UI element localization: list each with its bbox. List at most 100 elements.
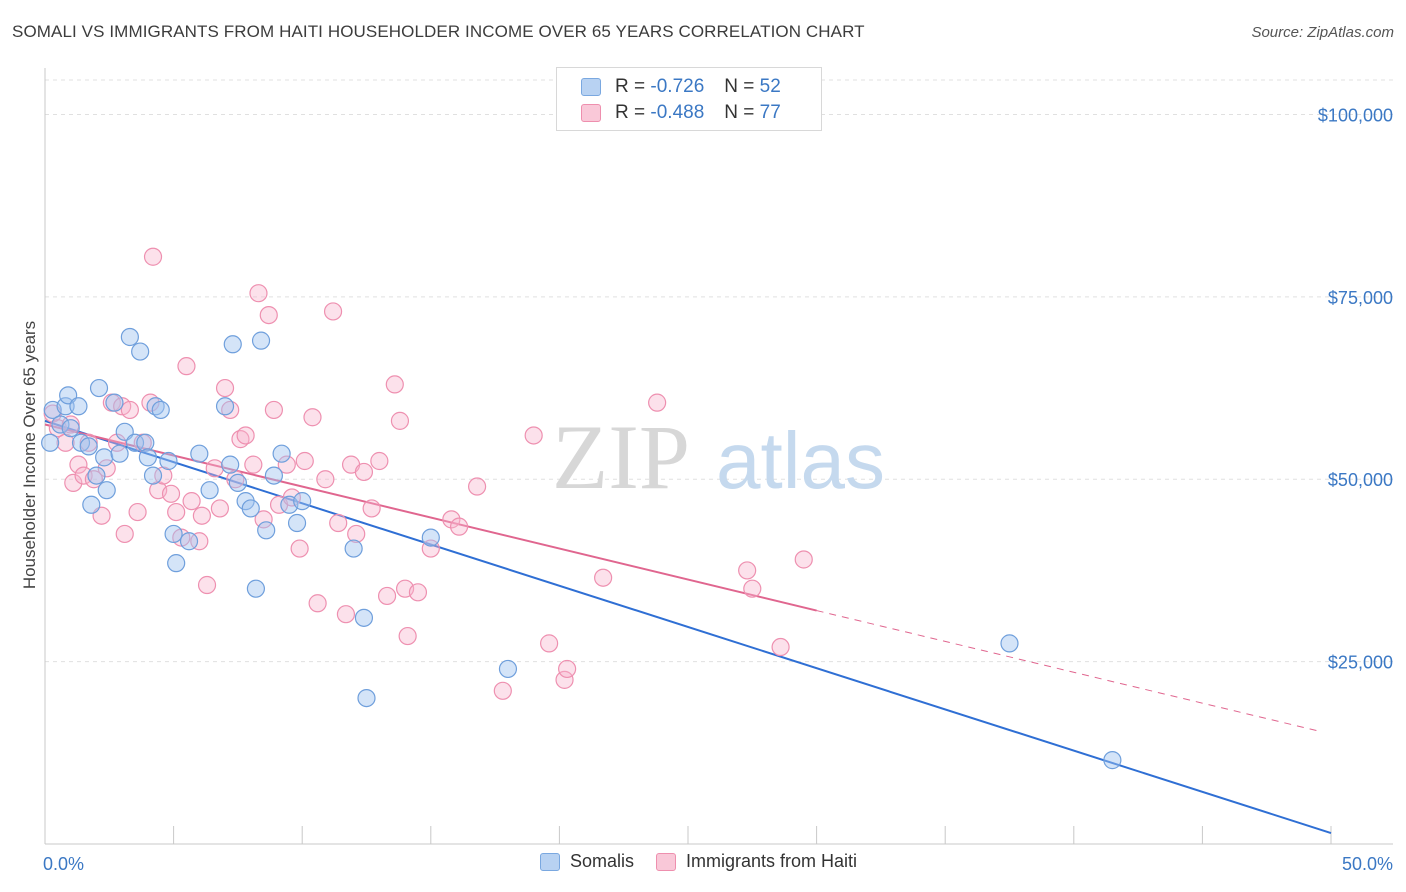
point-somalis <box>87 466 106 485</box>
point-somalis <box>179 532 199 551</box>
point-haiti <box>594 568 613 587</box>
y-axis-label: Householder Income Over 65 years <box>20 321 39 589</box>
legend-item-somalis[interactable]: Somalis <box>540 851 634 872</box>
point-somalis <box>200 481 219 500</box>
trendline-somalis <box>44 419 1332 835</box>
point-haiti <box>377 586 397 606</box>
point-haiti <box>277 455 296 474</box>
point-haiti <box>648 393 667 412</box>
point-somalis <box>251 331 271 350</box>
point-haiti <box>259 305 278 325</box>
point-haiti <box>74 466 93 485</box>
point-haiti <box>236 426 255 445</box>
point-haiti <box>558 659 577 679</box>
trendlines <box>44 419 1332 835</box>
point-somalis <box>131 342 150 361</box>
point-somalis <box>357 688 376 708</box>
point-haiti <box>390 411 410 430</box>
legend-n-label: N = <box>724 102 755 123</box>
point-haiti <box>254 510 273 529</box>
watermark-atlas: atlas <box>716 416 885 505</box>
point-haiti <box>347 524 366 544</box>
data-points <box>41 247 1122 770</box>
point-somalis <box>221 455 240 474</box>
point-somalis <box>421 528 440 547</box>
point-haiti <box>771 637 790 657</box>
point-haiti <box>743 579 762 598</box>
chart-title: SOMALI VS IMMIGRANTS FROM HAITI HOUSEHOL… <box>12 22 865 41</box>
point-haiti <box>408 583 428 602</box>
point-haiti <box>244 455 263 474</box>
stats-legend: R = -0.726 N = 52 R = -0.488 N = 77 <box>556 67 822 131</box>
point-somalis <box>1103 751 1122 770</box>
legend-label-somalis: Somalis <box>570 851 635 871</box>
source-label: Source: ZipAtlas.com <box>1251 24 1394 41</box>
point-somalis <box>354 608 374 627</box>
y-tick-label: $75,000 <box>1328 288 1393 308</box>
point-haiti <box>120 400 139 420</box>
point-somalis <box>89 378 109 398</box>
point-haiti <box>64 473 83 492</box>
watermark-zip: ZIP <box>552 406 690 508</box>
point-somalis <box>264 466 284 485</box>
point-haiti <box>182 492 201 511</box>
point-haiti <box>316 470 335 489</box>
point-somalis <box>246 579 266 598</box>
point-somalis <box>293 492 312 511</box>
legend-label-haiti: Immigrants from Haiti <box>686 851 858 871</box>
point-haiti <box>329 513 348 533</box>
point-somalis <box>223 335 242 354</box>
legend-n-value-somalis: 52 <box>759 76 781 97</box>
point-somalis <box>498 659 518 679</box>
point-haiti <box>323 302 343 321</box>
legend-r-label: R = <box>615 102 646 123</box>
point-haiti <box>308 594 327 613</box>
point-somalis <box>344 539 363 558</box>
legend-swatch-somalis <box>581 78 601 96</box>
legend-r-value-somalis: -0.726 <box>650 76 705 97</box>
point-somalis <box>1000 634 1019 653</box>
point-somalis <box>105 393 124 412</box>
point-somalis <box>95 448 114 467</box>
point-somalis <box>287 513 307 533</box>
point-haiti <box>264 400 284 420</box>
legend-row-haiti: R = -0.488 N = 77 <box>581 101 781 125</box>
watermark: ZIP atlas <box>552 406 885 508</box>
point-somalis <box>143 466 163 485</box>
point-somalis <box>159 451 178 471</box>
point-haiti <box>370 451 389 471</box>
legend-item-haiti[interactable]: Immigrants from Haiti <box>656 851 857 872</box>
y-tick-label: $25,000 <box>1328 653 1393 673</box>
x-tick-label-min: 0.0% <box>43 854 84 874</box>
point-somalis <box>228 473 247 492</box>
point-haiti <box>210 499 229 518</box>
point-haiti <box>143 247 163 266</box>
axes <box>44 68 1393 845</box>
point-somalis <box>151 400 170 420</box>
legend-swatch-haiti <box>581 104 601 122</box>
point-somalis <box>110 444 129 463</box>
legend-swatch-haiti <box>656 852 677 871</box>
point-haiti <box>303 408 322 427</box>
point-haiti <box>161 484 181 503</box>
legend-n-value-haiti: 77 <box>759 102 781 123</box>
series-legend: Somalis Immigrants from Haiti <box>540 851 879 872</box>
y-tick-labels: $25,000 $50,000 $75,000 $100,000 <box>1318 105 1393 672</box>
point-haiti <box>167 502 186 522</box>
point-haiti <box>190 532 209 551</box>
point-somalis <box>164 524 183 544</box>
point-haiti <box>205 459 224 478</box>
point-haiti <box>354 462 374 482</box>
point-somalis <box>41 433 60 452</box>
point-haiti <box>449 517 469 536</box>
point-somalis <box>61 419 80 438</box>
point-haiti <box>177 357 196 376</box>
point-somalis <box>56 397 75 416</box>
point-haiti <box>493 681 512 700</box>
point-somalis <box>120 327 139 347</box>
point-somalis <box>97 481 116 500</box>
point-somalis <box>136 433 155 452</box>
point-haiti <box>385 375 404 394</box>
point-haiti <box>467 477 487 496</box>
